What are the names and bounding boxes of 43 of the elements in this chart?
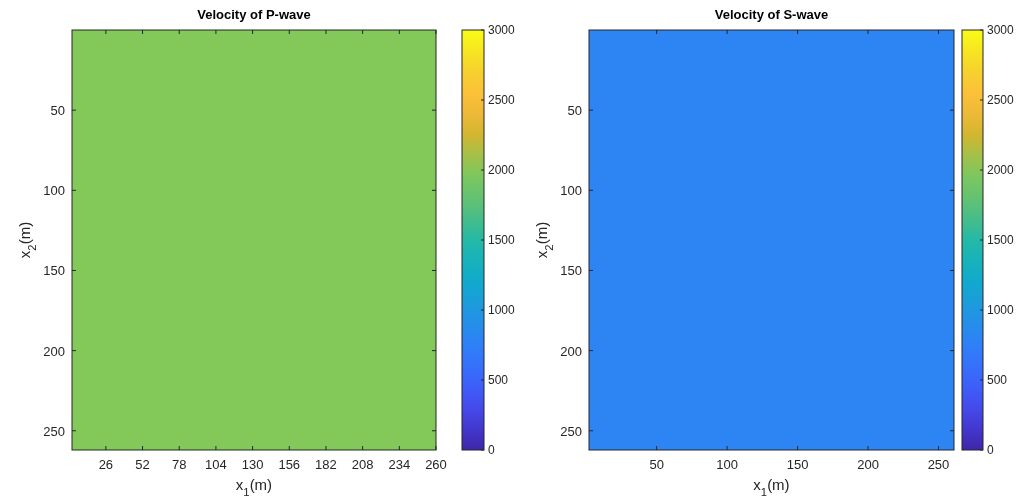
x-tick-label: 130 bbox=[241, 457, 264, 472]
color-bar-label: 3000 bbox=[488, 23, 516, 37]
color-bar-label: 500 bbox=[488, 373, 509, 387]
y-tick-label: 150 bbox=[560, 263, 582, 279]
x-tick-label: 50 bbox=[649, 457, 664, 472]
color-bar-label: 0 bbox=[488, 443, 495, 457]
y-tick-label: 100 bbox=[560, 183, 582, 199]
x-tick-label: 150 bbox=[786, 457, 809, 472]
x-tick-label: 52 bbox=[135, 457, 150, 472]
color-bar-label: 2500 bbox=[488, 93, 516, 107]
color-bar-label: 1500 bbox=[488, 233, 516, 247]
color-bar-label: 0 bbox=[987, 443, 994, 457]
x-tick-label: 100 bbox=[716, 457, 738, 472]
x-tick-label: 208 bbox=[351, 457, 374, 472]
color-bar-label: 2500 bbox=[987, 93, 1015, 107]
y-tick-label: 150 bbox=[43, 263, 65, 279]
color-bar-label: 500 bbox=[987, 373, 1008, 387]
y-tick-label: 50 bbox=[567, 103, 582, 119]
chart-title: Velocity of S-wave bbox=[714, 7, 829, 22]
y-tick-label: 200 bbox=[43, 343, 65, 359]
x-tick-label: 260 bbox=[425, 457, 447, 472]
x-tick-label: 104 bbox=[205, 457, 227, 472]
y-tick-label: 50 bbox=[50, 103, 65, 119]
color-bar-label: 2000 bbox=[987, 163, 1015, 177]
x-tick-label: 200 bbox=[857, 457, 879, 472]
color-bar-label: 1000 bbox=[987, 303, 1015, 317]
y-tick-label: 200 bbox=[560, 343, 582, 359]
color-bar-label: 3000 bbox=[987, 23, 1015, 37]
x-tick-label: 26 bbox=[98, 457, 114, 472]
y-tick-label: 250 bbox=[43, 423, 65, 439]
x-tick-label: 250 bbox=[927, 457, 950, 472]
x-tick-label: 182 bbox=[315, 457, 337, 472]
color-bar-label: 1500 bbox=[987, 233, 1015, 247]
x-axis-title: x$_{1}$(m) bbox=[235, 476, 273, 498]
y-tick-label: 250 bbox=[560, 423, 582, 439]
chart-title: Velocity of P-wave bbox=[197, 7, 311, 22]
x-axis-title: x$_{1}$(m) bbox=[753, 476, 790, 498]
x-tick-label: 156 bbox=[278, 457, 301, 472]
x-tick-label: 234 bbox=[388, 457, 411, 472]
y-tick-label: 100 bbox=[43, 183, 65, 199]
x-tick-label: 78 bbox=[171, 457, 187, 472]
color-bar-label: 2000 bbox=[488, 163, 516, 177]
color-bar-label: 1000 bbox=[488, 303, 516, 317]
